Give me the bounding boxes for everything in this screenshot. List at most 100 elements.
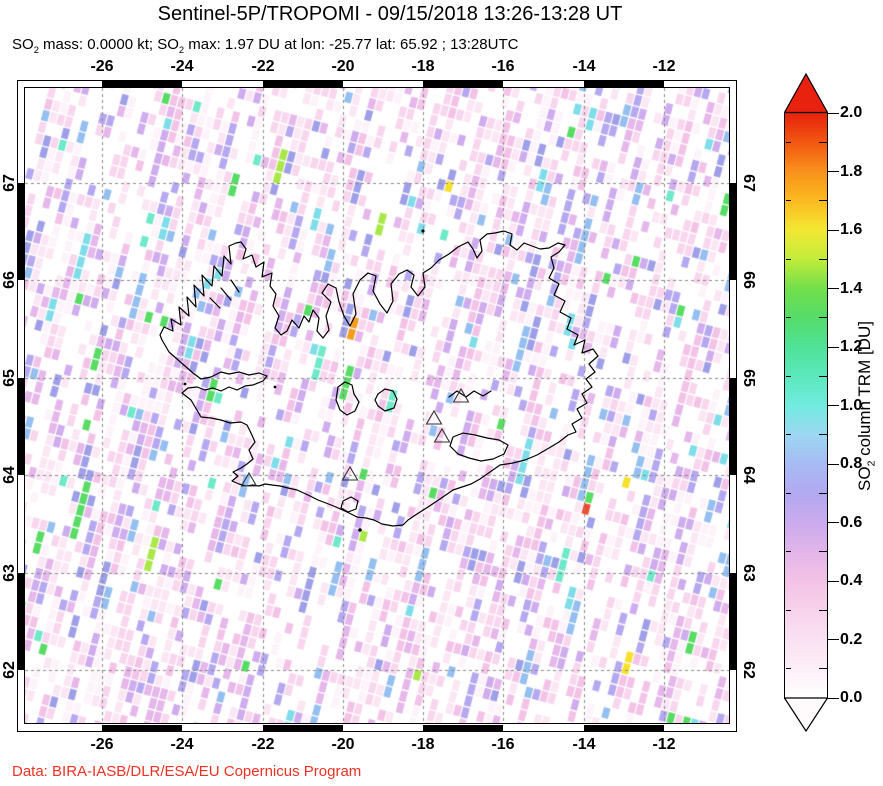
so2-pixel-field-canvas <box>25 88 729 723</box>
lat-tick-right: 63 <box>740 564 757 582</box>
colorbar-minor-tick <box>819 492 827 494</box>
volcano-marker <box>433 427 451 443</box>
map-border-segment <box>102 81 182 87</box>
lat-tick-left: 67 <box>1 174 18 192</box>
map-border-segment <box>584 81 664 87</box>
map-border-segment <box>730 573 736 670</box>
lon-tick-bottom: -26 <box>90 736 114 753</box>
map-border-segment <box>730 378 736 475</box>
colorbar-minor-tick <box>819 258 827 260</box>
glacier-myrdalsjokull <box>340 496 359 513</box>
colorbar-tick-label: 1.0 <box>840 396 863 414</box>
island-dot <box>421 229 425 233</box>
colorbar-minor-tick <box>819 375 827 377</box>
lat-tick-left: 63 <box>1 564 18 582</box>
colorbar-tick-label: 2.0 <box>840 104 863 121</box>
lon-tick-bottom: -24 <box>170 736 194 753</box>
colorbar-tick-label: 1.8 <box>840 162 863 180</box>
data-credit: Data: BIRA-IASB/DLR/ESA/EU Copernicus Pr… <box>12 763 362 780</box>
lat-tick-left: 62 <box>1 661 18 679</box>
colorbar-minor-tick <box>819 551 827 553</box>
colorbar-minor-tick <box>786 375 791 377</box>
lon-tick-top: -22 <box>251 58 275 75</box>
volcano-marker <box>452 387 470 403</box>
plot-title: Sentinel-5P/TROPOMI - 09/15/2018 13:26-1… <box>157 3 623 25</box>
colorbar-minor-tick <box>819 141 827 143</box>
river-squiggle <box>448 390 492 398</box>
colorbar-under-range-arrow <box>784 697 828 733</box>
lon-tick-top: -20 <box>331 58 355 75</box>
lon-tick-bottom: -18 <box>411 736 435 753</box>
lon-tick-bottom: -22 <box>251 736 275 753</box>
colorbar-tick-label: 1.6 <box>840 221 863 238</box>
island-dot <box>358 528 362 532</box>
fjord-detail-1 <box>209 297 221 309</box>
colorbar-minor-tick <box>786 317 791 319</box>
map-border-segment <box>18 183 24 280</box>
colorbar-minor-tick <box>786 492 791 494</box>
map-border-segment <box>18 378 24 475</box>
fjord-detail-2 <box>220 287 232 301</box>
map-border-segment <box>263 725 343 731</box>
colorbar-tick-label: 0.6 <box>840 513 863 531</box>
colorbar-minor-tick <box>786 258 791 260</box>
lat-tick-right: 62 <box>740 661 757 679</box>
lon-tick-top: -18 <box>411 58 435 75</box>
colorbar-tick-label: 0.8 <box>840 455 863 472</box>
colorbar-over-range-arrow <box>784 72 828 114</box>
colorbar-minor-tick <box>786 551 791 553</box>
fjord-detail-3 <box>230 279 240 293</box>
colorbar-minor-tick <box>786 434 791 436</box>
colorbar-major-tick <box>827 171 839 172</box>
lat-tick-right: 64 <box>740 466 757 484</box>
plot-subtitle: SO2 mass: 0.0000 kt; SO2 max: 1.97 DU at… <box>12 36 519 55</box>
map-border-segment <box>584 725 664 731</box>
colorbar-major-tick <box>827 112 839 114</box>
volcano-marker <box>240 471 258 487</box>
colorbar-minor-tick <box>786 141 791 143</box>
colorbar-tick-label: 1.4 <box>840 279 863 297</box>
colorbar-major-tick <box>827 639 839 640</box>
lon-tick-top: -16 <box>491 58 515 75</box>
colorbar-minor-tick <box>819 317 827 319</box>
lat-tick-right: 66 <box>740 271 757 289</box>
colorbar-minor-tick <box>786 609 791 611</box>
lon-tick-top: -12 <box>652 58 676 75</box>
colorbar-major-tick <box>827 229 839 231</box>
colorbar-major-tick <box>827 463 839 465</box>
island-dot <box>273 385 277 389</box>
volcano-marker <box>341 465 359 481</box>
colorbar-major-tick <box>827 405 839 406</box>
glacier-hofsjokull <box>374 388 398 412</box>
volcano-marker <box>425 409 443 425</box>
map-border-segment <box>423 81 503 87</box>
lon-tick-top: -14 <box>572 58 596 75</box>
colorbar-minor-tick <box>819 200 827 202</box>
map-border-segment <box>18 573 24 670</box>
map-border-segment <box>263 81 343 87</box>
glacier-langjokull <box>335 381 360 416</box>
map-border-segment <box>423 725 503 731</box>
colorbar-minor-tick <box>819 609 827 611</box>
map-border-segment <box>730 183 736 280</box>
colorbar-major-tick <box>827 580 839 582</box>
lon-tick-bottom: -16 <box>491 736 515 753</box>
island-dot <box>183 382 187 386</box>
colorbar-minor-tick <box>819 668 827 670</box>
colorbar-minor-tick <box>786 668 791 670</box>
lon-tick-bottom: -20 <box>331 736 355 753</box>
glacier-vatnajokull <box>449 432 509 462</box>
colorbar-tick-label: 0.2 <box>840 630 863 648</box>
colorbar-tick-label: 0.4 <box>840 572 863 589</box>
colorbar-major-tick <box>827 288 839 289</box>
lat-tick-right: 67 <box>740 174 757 192</box>
lon-tick-top: -26 <box>90 58 114 75</box>
colorbar-tick-label: 0.0 <box>840 689 863 706</box>
colorbar-minor-tick <box>786 200 791 202</box>
lat-tick-left: 66 <box>1 271 18 289</box>
colorbar-major-tick <box>827 522 839 523</box>
lon-tick-bottom: -12 <box>652 736 676 753</box>
lat-tick-left: 64 <box>1 466 18 484</box>
lon-tick-bottom: -14 <box>572 736 596 753</box>
colorbar-major-tick <box>827 346 839 348</box>
